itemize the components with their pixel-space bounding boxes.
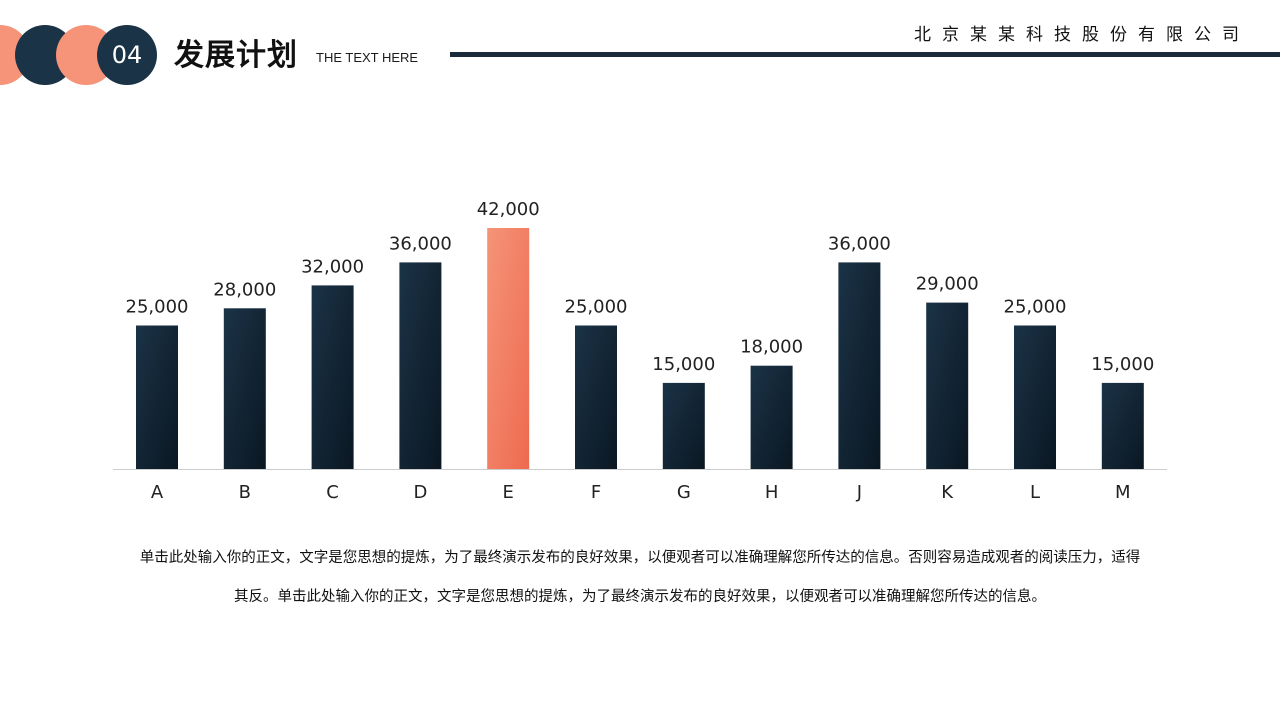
category-label-E: E — [503, 482, 514, 503]
company-name: 北京某某科技股份有限公司 — [914, 25, 1250, 45]
category-label-D: D — [413, 482, 427, 503]
data-label-J: 36,000 — [828, 233, 891, 254]
bar-C — [311, 285, 354, 469]
category-label-L: L — [1030, 482, 1040, 503]
navy-circle-number — [97, 25, 157, 85]
category-label-C: C — [326, 482, 339, 503]
bar-H — [750, 365, 793, 469]
header-divider — [450, 52, 1280, 57]
bar-G — [662, 382, 705, 469]
data-label-G: 15,000 — [652, 354, 715, 375]
section-number: 04 — [111, 41, 143, 69]
body-text-line-1: 单击此处输入你的正文，文字是您思想的提炼，为了最终演示发布的良好效果，以便观者可… — [139, 550, 1141, 566]
data-label-M: 15,000 — [1091, 354, 1154, 375]
bar-E — [487, 228, 530, 469]
body-text: 单击此处输入你的正文，文字是您思想的提炼，为了最终演示发布的良好效果，以便观者可… — [70, 539, 1210, 617]
bar-B — [223, 308, 266, 469]
category-label-M: M — [1115, 482, 1131, 503]
data-label-K: 29,000 — [916, 274, 979, 295]
bar-J — [838, 262, 881, 469]
bar-K — [926, 302, 969, 469]
category-label-J: J — [856, 482, 862, 503]
page-subtitle: THE TEXT HERE — [316, 50, 419, 65]
bar-D — [399, 262, 442, 469]
category-label-F: F — [591, 482, 601, 503]
data-label-F: 25,000 — [565, 297, 628, 318]
data-label-D: 36,000 — [389, 233, 452, 254]
bar-A — [136, 325, 178, 469]
data-label-A: 25,000 — [126, 297, 189, 318]
bars-group: 25,000 A 28,000 B 32,000 C 36,000 D 42,000 E 25,00… — [126, 199, 1155, 503]
category-label-A: A — [151, 482, 164, 503]
body-text-line-2: 其反。单击此处输入你的正文，文字是您思想的提炼，为了最终演示发布的良好效果，以便… — [234, 589, 1046, 605]
data-label-E: 42,000 — [477, 199, 540, 220]
bar-F — [575, 325, 617, 469]
data-label-L: 25,000 — [1004, 297, 1067, 318]
data-label-C: 32,000 — [301, 256, 364, 277]
category-label-B: B — [239, 482, 251, 503]
bar-L — [1014, 325, 1056, 469]
page-title: 发展计划 — [174, 38, 298, 73]
data-label-H: 18,000 — [740, 337, 803, 358]
bar-M — [1101, 382, 1144, 469]
category-label-K: K — [941, 482, 954, 503]
data-label-B: 28,000 — [213, 279, 276, 300]
category-label-G: G — [677, 482, 691, 503]
category-label-H: H — [765, 482, 779, 503]
